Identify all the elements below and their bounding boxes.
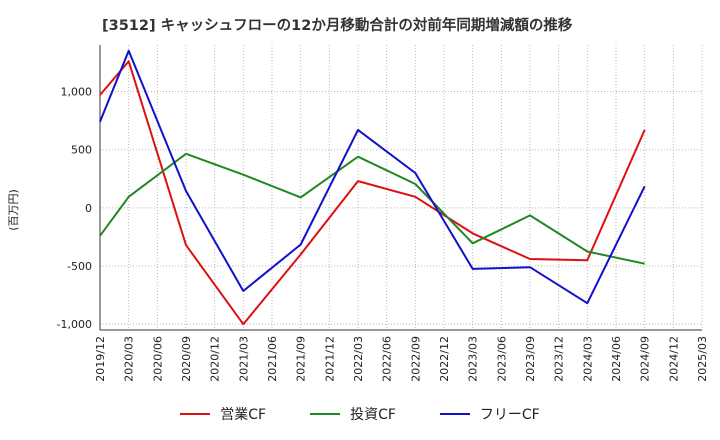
x-tick-label: 2023/09 <box>524 336 537 382</box>
x-tick-label: 2024/12 <box>667 336 680 382</box>
x-tick-label: 2022/06 <box>381 336 394 382</box>
y-axis-label: (百万円) <box>7 189 20 231</box>
x-tick-label: 2021/03 <box>237 336 250 382</box>
legend-swatch <box>180 413 211 415</box>
x-tick-label: 2024/03 <box>581 336 594 382</box>
legend-label: フリーCF <box>479 407 540 423</box>
chart-title: [3512] キャッシュフローの12か月移動合計の対前年同期増減額の推移 <box>102 18 573 34</box>
legend-label: 営業CF <box>220 407 267 423</box>
x-tick-label: 2019/12 <box>94 336 107 382</box>
legend-swatch <box>439 413 470 415</box>
tick-labels: -1,000 -500 0 500 1,000 2019/12 2020/03 2020/06… <box>57 86 709 382</box>
grid-lines <box>99 45 703 330</box>
x-tick-label: 2023/03 <box>467 336 480 382</box>
legend-item: フリーCF <box>439 404 540 424</box>
x-tick-label: 2022/03 <box>352 336 365 382</box>
x-tick-label: 2021/09 <box>295 336 308 382</box>
x-tick-label: 2023/12 <box>553 336 566 382</box>
legend-swatch <box>310 413 341 415</box>
x-tick-label: 2024/09 <box>639 336 652 382</box>
y-tick-label: 0 <box>85 202 92 215</box>
series-lines <box>99 49 646 326</box>
y-tick-label: 500 <box>71 144 92 157</box>
x-tick-label: 2025/03 <box>696 336 709 382</box>
x-tick-label: 2020/06 <box>151 336 164 382</box>
series-line <box>99 49 646 305</box>
y-tick-label: 1,000 <box>61 86 93 99</box>
series-line <box>99 152 645 265</box>
x-tick-label: 2020/09 <box>180 336 193 382</box>
legend: 営業CF 投資CF フリーCF <box>0 404 720 424</box>
x-tick-label: 2022/09 <box>409 336 422 382</box>
legend-item: 営業CF <box>180 404 266 424</box>
x-tick-label: 2021/06 <box>266 336 279 382</box>
x-tick-label: 2023/06 <box>495 336 508 382</box>
axes <box>99 45 702 331</box>
y-tick-label: -1,000 <box>57 318 92 331</box>
legend-label: 投資CF <box>350 407 396 423</box>
legend-item: 投資CF <box>310 404 396 424</box>
x-tick-label: 2020/12 <box>209 336 222 382</box>
x-tick-label: 2020/03 <box>123 336 136 382</box>
x-tick-label: 2022/12 <box>438 336 451 382</box>
x-tick-label: 2021/12 <box>323 336 336 382</box>
series-line <box>99 60 646 326</box>
y-tick-label: -500 <box>67 260 92 273</box>
x-tick-label: 2024/06 <box>610 336 623 382</box>
